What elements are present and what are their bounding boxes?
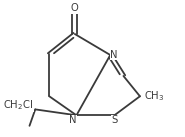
Text: N: N [110,50,118,60]
Text: S: S [111,115,117,125]
Text: CH$_3$: CH$_3$ [144,89,165,103]
Text: N: N [69,115,76,125]
Text: CH$_2$Cl: CH$_2$Cl [3,98,34,112]
Text: O: O [71,3,79,13]
